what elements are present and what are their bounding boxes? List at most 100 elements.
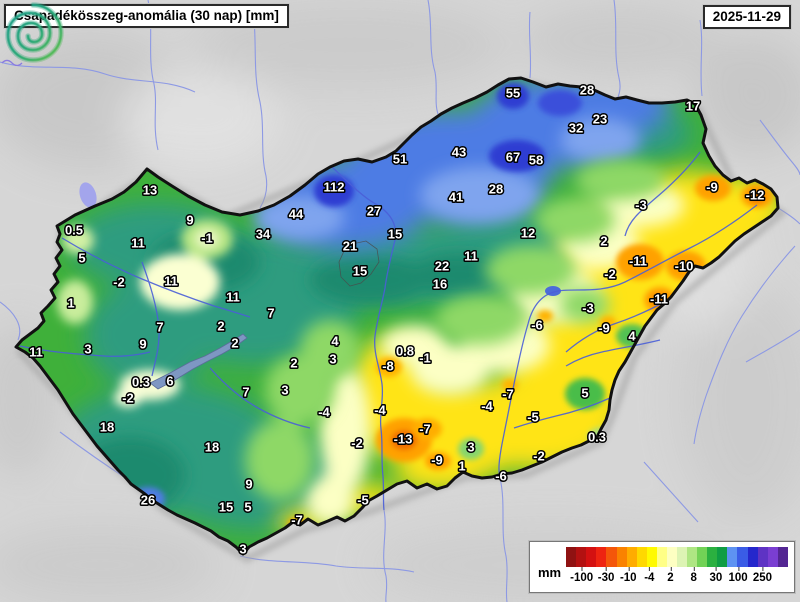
- map-date: 2025-11-29: [712, 9, 781, 24]
- map-value-label: 3: [84, 342, 91, 357]
- river-tisza: [498, 204, 758, 479]
- legend: mm -100 -30 -10 -4 2 8 30 100 250: [529, 541, 795, 593]
- map-value-label: -4: [374, 403, 386, 418]
- map-value-label: -7: [502, 387, 514, 402]
- map-value-label: 11: [226, 290, 240, 305]
- legend-unit-label: mm: [538, 565, 562, 580]
- river-sio: [209, 367, 311, 429]
- map-value-label: 4: [331, 334, 339, 349]
- map-value-label: -2: [122, 391, 134, 406]
- map-value-label: 7: [267, 306, 274, 321]
- map-value-label: 9: [245, 477, 252, 492]
- map-value-label: -2: [533, 449, 545, 464]
- legend-color-segment: [636, 547, 647, 567]
- map-date-box: 2025-11-29: [702, 5, 791, 29]
- map-value-label: -6: [531, 318, 543, 333]
- logo-wave: [1, 59, 23, 66]
- legend-color-segment: [676, 547, 688, 567]
- legend-color-segment: [566, 547, 577, 567]
- map-value-label: 58: [529, 153, 543, 168]
- map-value-label: -9: [706, 180, 718, 195]
- legend-tick: 100: [728, 567, 748, 584]
- map-value-label: -5: [357, 493, 369, 508]
- map-value-label: 5: [78, 251, 85, 266]
- legend-color-segment: [586, 547, 597, 567]
- map-value-label: 16: [433, 277, 447, 292]
- map-value-label: -1: [419, 351, 431, 366]
- country-border: [14, 76, 780, 556]
- map-value-label: 112: [324, 180, 345, 195]
- map-value-label: 9: [139, 337, 146, 352]
- map-value-label: -12: [746, 188, 765, 203]
- map-value-label: -4: [318, 405, 330, 420]
- legend-tick: 8: [691, 567, 697, 584]
- map-value-label: 11: [164, 274, 178, 289]
- map-value-label: 34: [256, 227, 271, 242]
- lake-balaton: [149, 333, 248, 390]
- map-value-label: 0.8: [396, 344, 414, 359]
- map-value-label: 0.5: [65, 223, 83, 238]
- map-value-label: -2: [113, 275, 125, 290]
- legend-body: -100 -30 -10 -4 2 8 30 100 250: [566, 546, 788, 590]
- map-value-label: -8: [382, 359, 394, 374]
- legend-tick-labels: -100 -30 -10 -4 2 8 30 100 250: [566, 567, 788, 587]
- legend-color-segment: [707, 547, 718, 567]
- map-value-label: 51: [393, 152, 407, 167]
- map-value-label: 11: [29, 345, 43, 360]
- map-value-label: 44: [289, 207, 304, 222]
- map-value-label: 11: [131, 236, 145, 251]
- map-value-label: 26: [141, 493, 155, 508]
- map-value-label: -13: [394, 432, 413, 447]
- map-value-label: 3: [329, 352, 336, 367]
- river-raba: [61, 237, 251, 318]
- legend-tick: 2: [667, 567, 674, 584]
- legend-tick: 30: [709, 567, 722, 584]
- map-value-label: 1: [67, 296, 74, 311]
- map-value-label: 3: [281, 383, 288, 398]
- map-value-label: -3: [635, 198, 647, 213]
- river-maros: [513, 397, 611, 429]
- legend-color-segment: [646, 547, 657, 567]
- legend-color-segment: [616, 547, 627, 567]
- map-value-label: -3: [582, 301, 594, 316]
- map-value-label: 11: [464, 249, 478, 264]
- map-value-label: -2: [351, 436, 363, 451]
- county-outline: [338, 240, 380, 287]
- map-value-label: 5: [581, 386, 588, 401]
- spiral-logo: [1, 2, 64, 66]
- map-value-label: -7: [291, 513, 303, 528]
- legend-color-segment: [727, 547, 738, 567]
- map-value-label: 3: [239, 542, 246, 557]
- map-value-label: 0.3: [588, 430, 606, 445]
- legend-tick: -4: [644, 567, 654, 584]
- map-value-label: -7: [419, 422, 431, 437]
- map-value-label: 13: [143, 183, 157, 198]
- map-value-label: -9: [598, 321, 610, 336]
- legend-color-segment: [737, 547, 748, 567]
- map-value-label: 22: [435, 259, 449, 274]
- map-value-label: 17: [686, 99, 700, 114]
- map-value-label: 55: [506, 86, 520, 101]
- map-value-label: -1: [201, 231, 213, 246]
- map-value-label: 1: [458, 459, 465, 474]
- map-value-label: 32: [569, 121, 583, 136]
- map-value-label: 5: [244, 500, 251, 515]
- map-title-box: Csapadékösszeg-anomália (30 nap) [mm]: [4, 4, 289, 28]
- legend-tick: 250: [753, 567, 772, 584]
- map-value-label: 6: [166, 374, 173, 389]
- map-title: Csapadékösszeg-anomália (30 nap) [mm]: [14, 8, 279, 23]
- legend-color-segment: [606, 547, 617, 567]
- legend-color-segment: [767, 547, 778, 567]
- river-bodrog: [624, 151, 701, 237]
- river-danube: [331, 166, 397, 511]
- legend-color-segment: [596, 547, 607, 567]
- map-value-label: 41: [449, 190, 463, 205]
- map-value-label: 28: [580, 83, 594, 98]
- map-value-label: 2: [231, 336, 238, 351]
- map-value-label: 28: [489, 182, 503, 197]
- map-value-label: 67: [506, 150, 520, 165]
- river-zala: [141, 261, 160, 377]
- map-value-label: 12: [521, 226, 535, 241]
